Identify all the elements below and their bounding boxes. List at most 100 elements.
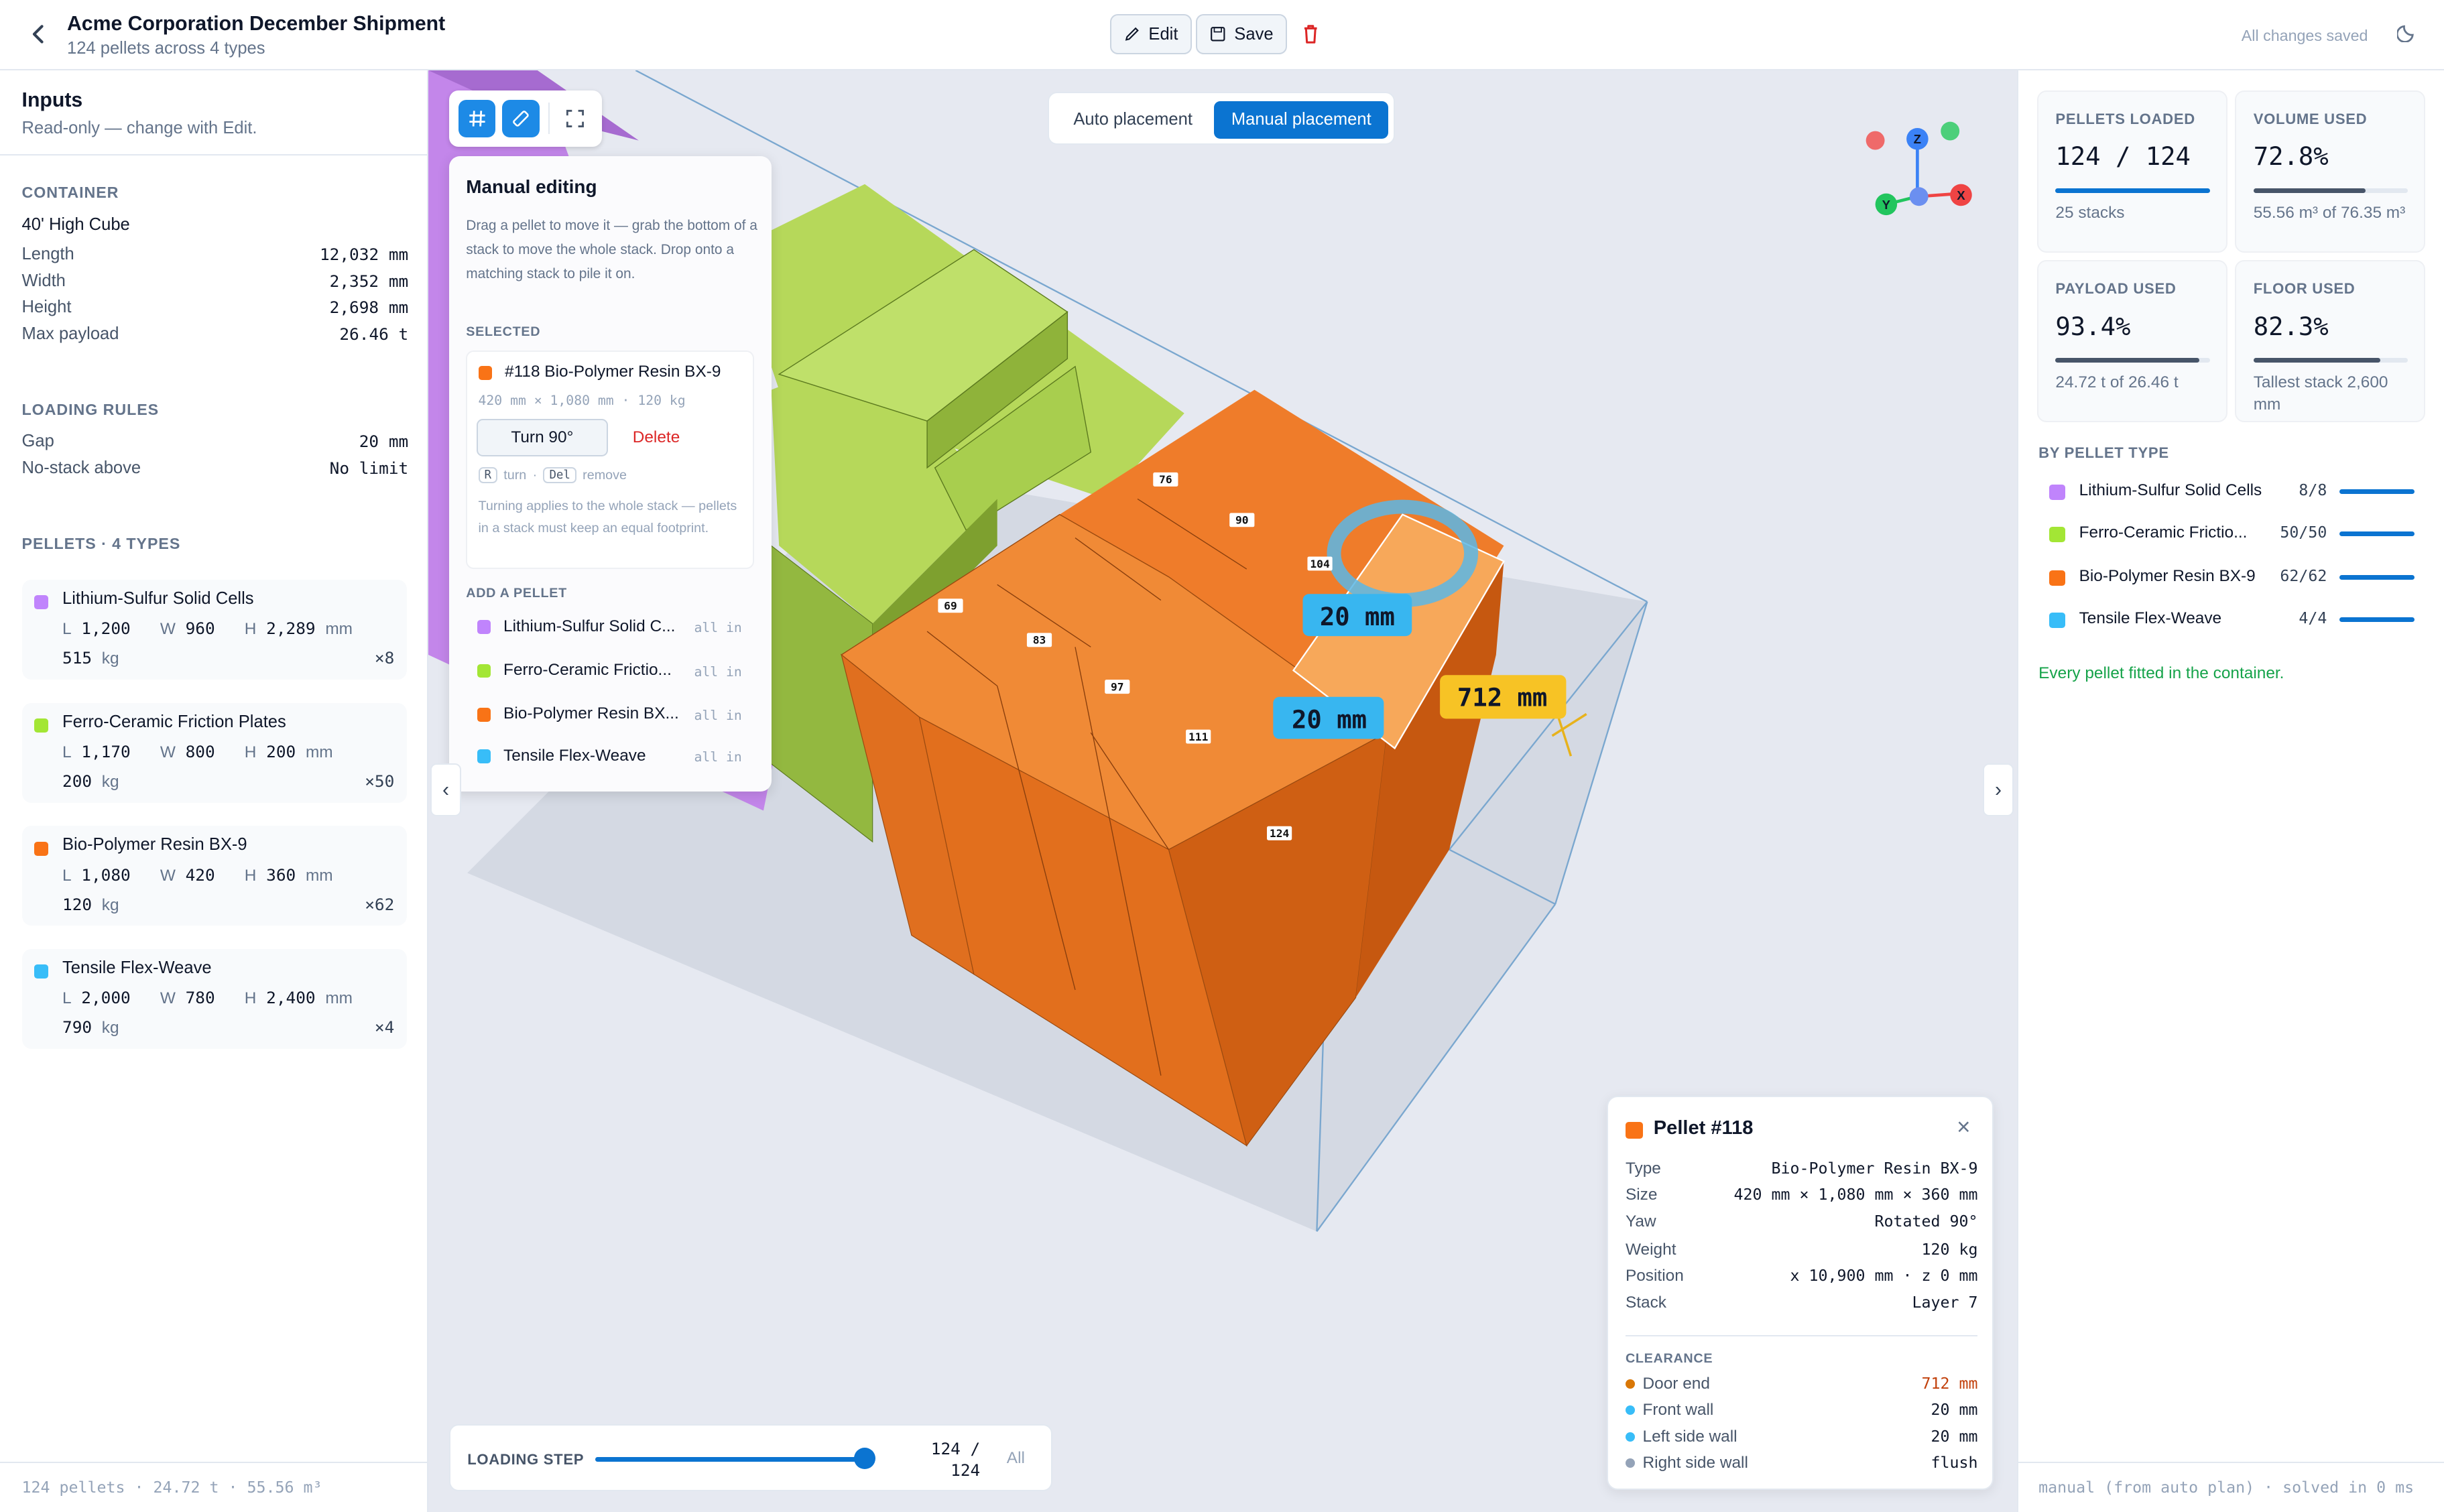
add-pellet-item[interactable]: Lithium-Sulfur Solid C... all in — [466, 611, 754, 645]
stat-label: PELLETS LOADED — [2055, 110, 2195, 127]
add-pellet-item[interactable]: Tensile Flex-Weave all in — [466, 741, 754, 775]
edit-button[interactable]: Edit — [1109, 13, 1193, 55]
page-title: Acme Corporation December Shipment — [66, 12, 446, 35]
container-type: 40' High Cube — [21, 214, 130, 234]
container-outline — [635, 70, 1648, 1232]
type-progress-bar — [2339, 531, 2415, 536]
axis-x-icon[interactable] — [1949, 184, 1972, 206]
inputs-sidebar: Inputs Read-only — change with Edit. CON… — [0, 70, 429, 1512]
clearance-row-door: Door end 712 mm — [1625, 1375, 1977, 1393]
add-pellet-status: all in — [694, 664, 742, 680]
axis-neg-x-icon[interactable] — [1866, 131, 1885, 150]
grid-hash-icon[interactable] — [458, 99, 496, 137]
add-pellet-item[interactable]: Ferro-Ceramic Frictio... all in — [466, 655, 754, 689]
add-pellet-name: Ferro-Ceramic Frictio... — [503, 660, 672, 679]
gap-measure-side — [1273, 696, 1384, 739]
detail-row-type: Type Bio-Polymer Resin BX-9 — [1625, 1159, 1978, 1178]
axis-gizmo[interactable]: Z X Y — [1863, 119, 1988, 221]
door-measure-text: 712 mm — [1457, 682, 1547, 712]
color-swatch — [2049, 612, 2065, 629]
collapse-left-chevron-icon[interactable]: ‹ — [430, 763, 462, 817]
fit-status-message: Every pellet fitted in the container. — [2038, 664, 2284, 682]
inputs-footer: 124 pellets · 24.72 t · 55.56 m³ — [0, 1462, 429, 1511]
type-progress-row: Tensile Flex-Weave 4/4 — [2038, 608, 2425, 636]
pellet-type-count: ×8 — [374, 648, 395, 668]
stack-label: 69 — [944, 599, 958, 612]
axis-y-label: Y — [1882, 198, 1890, 212]
back-arrow-icon[interactable] — [25, 20, 53, 48]
save-label: Save — [1234, 24, 1274, 44]
type-count: 8/8 — [2299, 481, 2327, 500]
stat-label: FLOOR USED — [2253, 280, 2356, 298]
add-pellet-name: Tensile Flex-Weave — [503, 746, 646, 765]
keyboard-hints: R turn · Del remove — [478, 467, 627, 484]
loading-step-slider[interactable] — [595, 1456, 863, 1462]
fullscreen-icon[interactable] — [556, 100, 594, 137]
clearance-row-left: Left side wall 20 mm — [1625, 1428, 1977, 1446]
loading-step-value: 124 / 124 — [930, 1438, 981, 1480]
stat-sub: 24.72 t of 26.46 t — [2055, 373, 2179, 392]
type-count: 62/62 — [2280, 567, 2327, 586]
axis-neg-z-icon[interactable] — [1909, 187, 1929, 206]
loading-step-all-button[interactable]: All — [1006, 1449, 1025, 1468]
type-progress-row: Lithium-Sulfur Solid Cells 8/8 — [2038, 480, 2425, 508]
axis-neg-y-icon[interactable] — [1940, 121, 1959, 141]
loading-step-fill — [595, 1456, 863, 1462]
stat-label: PAYLOAD USED — [2055, 280, 2177, 298]
save-button[interactable]: Save — [1195, 13, 1288, 55]
placement-mode-toggle: Auto placement Manual placement — [1047, 92, 1396, 145]
selected-label: SELECTED — [466, 324, 541, 339]
pellet-type-dims: L 2,000 W 780 H 2,400 mm — [62, 988, 353, 1008]
color-swatch — [2049, 485, 2065, 501]
color-swatch — [478, 366, 493, 381]
stat-card-floor: FLOOR USED 82.3% Tallest stack 2,600 mm — [2235, 260, 2425, 423]
pellet-type-name: Bio-Polymer Resin BX-9 — [62, 835, 247, 855]
stack-label: 124 — [1270, 827, 1290, 840]
spec-row-height: Height 2,698 mm — [21, 298, 409, 318]
axis-z-icon[interactable] — [1906, 127, 1929, 150]
close-icon[interactable]: × — [1957, 1114, 1971, 1141]
stack-labels: 76 90 104 69 83 97 111 124 — [938, 472, 1333, 840]
turn-90-button[interactable]: Turn 90° — [477, 419, 608, 456]
collapse-right-chevron-icon[interactable]: › — [1982, 763, 2014, 817]
pellet-type-name: Tensile Flex-Weave — [62, 958, 212, 978]
type-progress-row: Ferro-Ceramic Frictio... 50/50 — [2038, 522, 2425, 550]
pellet-type-weight: 515 kg — [62, 648, 119, 668]
manual-placement-button[interactable]: Manual placement — [1214, 101, 1389, 139]
loading-step-label: LOADING STEP — [467, 1450, 585, 1468]
axis-y-icon[interactable] — [1875, 193, 1897, 215]
by-type-label: BY PELLET TYPE — [2038, 444, 2169, 461]
stat-value: 82.3% — [2253, 311, 2329, 341]
axis-z-label: Z — [1913, 132, 1920, 146]
detail-row-yaw: Yaw Rotated 90° — [1625, 1212, 1978, 1231]
pellet-type-count: ×62 — [365, 894, 395, 914]
stat-bar-fill — [2055, 188, 2210, 193]
loading-step-slider-handle[interactable] — [853, 1447, 876, 1470]
loading-rules-label: LOADING RULES — [21, 400, 160, 418]
key-del-hint: Del — [543, 467, 576, 484]
type-progress-bar — [2339, 617, 2415, 622]
pellet-type-dims: L 1,170 W 800 H 200 mm — [62, 741, 333, 761]
add-pellet-status: all in — [694, 749, 742, 765]
manual-editing-title: Manual editing — [466, 176, 597, 197]
divider — [0, 154, 429, 155]
delete-pellet-button[interactable]: Delete — [632, 428, 680, 447]
pencil-icon — [1125, 27, 1140, 42]
pellet-type-card: Lithium-Sulfur Solid Cells L 1,200 W 960… — [21, 579, 407, 680]
floppy-icon — [1211, 27, 1225, 42]
auto-placement-button[interactable]: Auto placement — [1073, 110, 1193, 129]
stat-bar — [2055, 188, 2210, 193]
stack-label: 83 — [1033, 633, 1046, 646]
add-pellet-status: all in — [694, 620, 742, 636]
delete-trash-icon[interactable] — [1300, 22, 1322, 47]
moon-icon[interactable] — [2396, 20, 2419, 44]
ruler-icon[interactable] — [501, 99, 540, 137]
stat-sub: Tallest stack 2,600 mm — [2253, 373, 2388, 414]
manual-editing-panel: Manual editing Drag a pellet to move it … — [448, 155, 772, 792]
type-count: 4/4 — [2299, 609, 2327, 628]
stat-label: VOLUME USED — [2253, 110, 2368, 127]
results-sidebar: PELLETS LOADED 124 / 124 25 stacks VOLUM… — [2016, 70, 2444, 1512]
spec-row-max-payload: Max payload 26.46 t — [21, 324, 409, 344]
type-progress-row: Bio-Polymer Resin BX-9 62/62 — [2038, 566, 2425, 594]
add-pellet-item[interactable]: Bio-Polymer Resin BX... all in — [466, 698, 754, 733]
